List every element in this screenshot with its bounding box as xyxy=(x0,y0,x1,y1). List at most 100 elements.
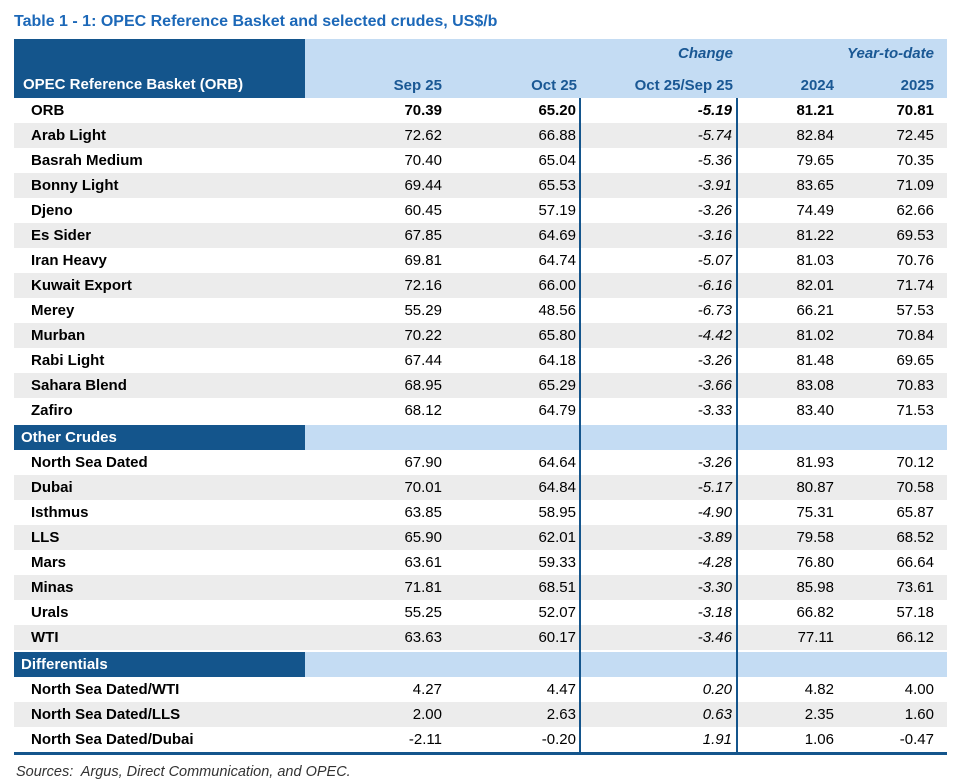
value-cell: 58.95 xyxy=(447,500,581,525)
value-cell: 73.61 xyxy=(896,579,934,596)
row-label: Bonny Light xyxy=(31,177,119,194)
row-label: Arab Light xyxy=(31,127,106,144)
value-cell: -5.74 xyxy=(580,123,738,148)
value-cell: 72.62 xyxy=(404,127,442,144)
value-cell: 1.91 xyxy=(580,727,738,754)
column-header-oct25-sep25: Oct 25/Sep 25 xyxy=(580,67,737,98)
value-cell: 70.01 xyxy=(404,479,442,496)
value-cell: 70.12 xyxy=(896,454,934,471)
value-cell: 81.93 xyxy=(796,454,834,471)
value-cell: -2.11 xyxy=(408,731,442,748)
value-cell: 57.19 xyxy=(447,198,581,223)
value-cell: 63.85 xyxy=(404,504,442,521)
value-cell: 79.58 xyxy=(796,529,834,546)
value-cell: 67.85 xyxy=(404,227,442,244)
corner-header-cell: OPEC Reference Basket (ORB) xyxy=(14,39,305,98)
value-cell: -0.20 xyxy=(447,727,581,754)
value-cell: 70.81 xyxy=(896,102,934,119)
value-cell: 70.83 xyxy=(896,377,934,394)
value-cell: -3.26 xyxy=(580,348,738,373)
value-cell: 67.90 xyxy=(404,454,442,471)
table-row: Es Sider 67.85 64.69 -3.16 81.22 69.53 xyxy=(14,223,947,248)
value-cell: 68.52 xyxy=(896,529,934,546)
table-row: North Sea Dated/LLS 2.00 2.63 0.63 2.35 1.60 xyxy=(14,702,947,727)
value-cell: 0.20 xyxy=(580,677,738,702)
group-header-spacer xyxy=(447,39,580,67)
group-header-year-to-date: Year-to-date xyxy=(737,39,947,67)
row-label: Rabi Light xyxy=(31,352,105,369)
value-cell: 65.90 xyxy=(404,529,442,546)
value-cell: 4.47 xyxy=(447,677,581,702)
group-header-row: OPEC Reference Basket (ORB) Change Year-… xyxy=(14,39,947,98)
value-cell: -3.91 xyxy=(580,173,738,198)
value-cell: 67.44 xyxy=(404,352,442,369)
value-cell: -6.16 xyxy=(580,273,738,298)
value-cell: -3.89 xyxy=(580,525,738,550)
value-cell: 64.74 xyxy=(447,248,581,273)
column-header-sep-25: Sep 25 xyxy=(305,67,447,98)
row-label: Basrah Medium xyxy=(31,152,143,169)
row-label: Djeno xyxy=(31,202,73,219)
value-cell: 64.84 xyxy=(447,475,581,500)
value-cell: 65.04 xyxy=(447,148,581,173)
value-cell: 60.45 xyxy=(404,202,442,219)
value-cell: 68.12 xyxy=(404,402,442,419)
value-cell: 65.53 xyxy=(447,173,581,198)
section-header-fill xyxy=(305,424,447,450)
value-cell: 70.39 xyxy=(404,102,442,119)
row-label: Merey xyxy=(31,302,75,319)
table-row: Urals 55.25 52.07 -3.18 66.82 57.18 xyxy=(14,600,947,625)
value-cell: 65.29 xyxy=(447,373,581,398)
table-row: Zafiro 68.12 64.79 -3.33 83.40 71.53 xyxy=(14,398,947,424)
value-cell: 77.11 xyxy=(797,629,834,646)
group-header-spacer xyxy=(305,39,447,67)
row-label: WTI xyxy=(31,629,59,646)
value-cell: -5.36 xyxy=(580,148,738,173)
section-header-fill xyxy=(737,651,842,677)
value-cell: 85.98 xyxy=(796,579,834,596)
value-cell: 70.22 xyxy=(404,327,442,344)
column-header-2024: 2024 xyxy=(737,67,842,98)
value-cell: 63.61 xyxy=(404,554,442,571)
value-cell: 2.63 xyxy=(447,702,581,727)
value-cell: 81.48 xyxy=(796,352,834,369)
value-cell: 63.63 xyxy=(404,629,442,646)
row-label: LLS xyxy=(31,529,60,546)
value-cell: 66.00 xyxy=(447,273,581,298)
row-label: Minas xyxy=(31,579,74,596)
value-cell: 75.31 xyxy=(796,504,834,521)
value-cell: 79.65 xyxy=(796,152,834,169)
value-cell: 76.80 xyxy=(796,554,834,571)
section-header-label: Differentials xyxy=(14,651,305,677)
row-label: ORB xyxy=(31,102,65,119)
table-row: Sahara Blend 68.95 65.29 -3.66 83.08 70.83 xyxy=(14,373,947,398)
value-cell: 66.12 xyxy=(896,629,934,646)
value-cell: -3.26 xyxy=(580,198,738,223)
value-cell: -3.16 xyxy=(580,223,738,248)
table-row: North Sea Dated/Dubai -2.11 -0.20 1.91 1.06 -… xyxy=(14,727,947,754)
value-cell: 70.58 xyxy=(896,479,934,496)
table-row: Basrah Medium 70.40 65.04 -5.36 79.65 70.35 xyxy=(14,148,947,173)
value-cell: 68.95 xyxy=(404,377,442,394)
table-row: North Sea Dated 67.90 64.64 -3.26 81.93 70.12 xyxy=(14,450,947,475)
value-cell: 65.20 xyxy=(447,98,581,123)
value-cell: -3.33 xyxy=(580,398,738,424)
value-cell: 70.84 xyxy=(896,327,934,344)
value-cell: 52.07 xyxy=(447,600,581,625)
value-cell: 68.51 xyxy=(447,575,581,600)
value-cell: 74.49 xyxy=(796,202,834,219)
value-cell: 69.53 xyxy=(896,227,934,244)
row-label: Murban xyxy=(31,327,86,344)
value-cell: 83.40 xyxy=(796,402,834,419)
value-cell: -3.66 xyxy=(580,373,738,398)
section-header-fill xyxy=(580,651,738,677)
value-cell: 64.18 xyxy=(447,348,581,373)
table-head: OPEC Reference Basket (ORB) Change Year-… xyxy=(14,39,947,98)
table-row: Murban 70.22 65.80 -4.42 81.02 70.84 xyxy=(14,323,947,348)
value-cell: -5.19 xyxy=(580,98,738,123)
table-row: ORB 70.39 65.20 -5.19 81.21 70.81 xyxy=(14,98,947,123)
value-cell: 66.82 xyxy=(796,604,834,621)
value-cell: -3.26 xyxy=(580,450,738,475)
group-header-change: Change xyxy=(580,39,737,67)
